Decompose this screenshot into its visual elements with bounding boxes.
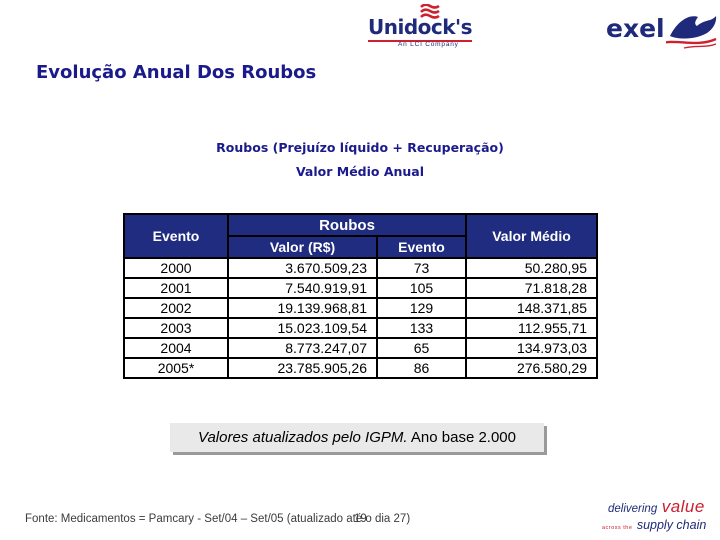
page-number: 19 <box>354 513 367 525</box>
table-cell: 2002 <box>123 297 229 319</box>
roubos-table: Evento Roubos Valor Médio Valor (R$) Eve… <box>123 213 599 379</box>
delivering-value-line1: delivering value <box>602 498 714 516</box>
delivering-value-line2: across the supply chain <box>602 517 714 533</box>
table-row: 2004 8.773.247,07 65 134.973,03 <box>123 337 599 359</box>
unidocks-logo: Unidock's An LCI Company <box>368 4 478 48</box>
subtitle-line2: Valor Médio Anual <box>295 164 425 180</box>
unidocks-logo-text: Unidock's <box>368 15 473 42</box>
table-cell: 105 <box>375 277 468 299</box>
red-waving-flag-icon <box>420 4 440 19</box>
table-cell: 2000 <box>123 257 229 279</box>
table-cell: 23.785.905,26 <box>227 357 378 379</box>
table-cell: 7.540.919,91 <box>227 277 378 299</box>
table-cell: 8.773.247,07 <box>227 337 378 359</box>
supply-chain-word: supply chain <box>636 518 707 532</box>
table-cell: 134.973,03 <box>465 337 599 359</box>
across-the-word: across the <box>602 525 633 531</box>
table-cell: 276.580,29 <box>465 357 599 379</box>
table-cell: 133 <box>375 317 468 339</box>
table-cell: 71.818,28 <box>465 277 599 299</box>
footer-source-text: Fonte: Medicamentos = Pamcary - Set/04 –… <box>25 513 411 525</box>
table-header-row-1: Evento Roubos Valor Médio <box>123 213 599 259</box>
table-cell: 15.023.109,54 <box>227 317 378 339</box>
table-cell: 3.670.509,23 <box>227 257 378 279</box>
table-header-valor: Valor (R$) <box>227 235 378 259</box>
exel-logo-text: exel <box>606 14 665 43</box>
table-row: 2005* 23.785.905,26 86 276.580,29 <box>123 357 599 379</box>
subtitle-line1: Roubos (Prejuízo líquido + Recuperação) <box>216 140 504 155</box>
note-text-normal: Ano base 2.000 <box>407 429 516 446</box>
dragon-swoosh-icon <box>666 16 717 49</box>
table-header-evento-count: Evento <box>375 235 468 259</box>
table-cell: 65 <box>375 337 468 359</box>
table-cell: 2003 <box>123 317 229 339</box>
table-cell: 148.371,85 <box>465 297 599 319</box>
table-header-evento: Evento <box>123 213 229 259</box>
table-cell: 2004 <box>123 337 229 359</box>
note-box: Valores atualizados pelo IGPM. Ano base … <box>170 423 544 452</box>
table-cell: 86 <box>375 357 468 379</box>
table-header-roubos-group: Roubos <box>226 213 468 237</box>
note-text-italic: Valores atualizados pelo IGPM. <box>198 429 408 446</box>
table-row: 2002 19.139.968,81 129 148.371,85 <box>123 297 599 319</box>
delivering-value-logo: delivering value across the supply chain <box>602 498 714 533</box>
table-cell: 2001 <box>123 277 229 299</box>
table-header-row-2: Valor (R$) Evento <box>124 235 597 259</box>
table-cell: 129 <box>375 297 468 319</box>
page-title: Evolução Anual Dos Roubos <box>36 62 317 83</box>
table-row: 2001 7.540.919,91 105 71.818,28 <box>123 277 599 299</box>
table-header-valor-medio: Valor Médio <box>465 213 599 259</box>
table-cell: 50.280,95 <box>465 257 599 279</box>
table-cell: 2005* <box>123 357 229 379</box>
value-word: value <box>661 497 705 516</box>
unidocks-logo-tagline: An LCI Company <box>398 41 459 48</box>
table-cell: 73 <box>375 257 468 279</box>
subtitle: Roubos (Prejuízo líquido + Recuperação) … <box>0 136 720 185</box>
table-cell: 112.955,71 <box>465 317 599 339</box>
table-cell: 19.139.968,81 <box>227 297 378 319</box>
table-body: 2000 3.670.509,23 73 50.280,95 2001 7.540.919… <box>123 257 599 379</box>
exel-logo: exel <box>604 6 717 54</box>
delivering-word: delivering <box>608 503 658 515</box>
table-row: 2003 15.023.109,54 133 112.955,71 <box>123 317 599 339</box>
table-row: 2000 3.670.509,23 73 50.280,95 <box>123 257 599 279</box>
